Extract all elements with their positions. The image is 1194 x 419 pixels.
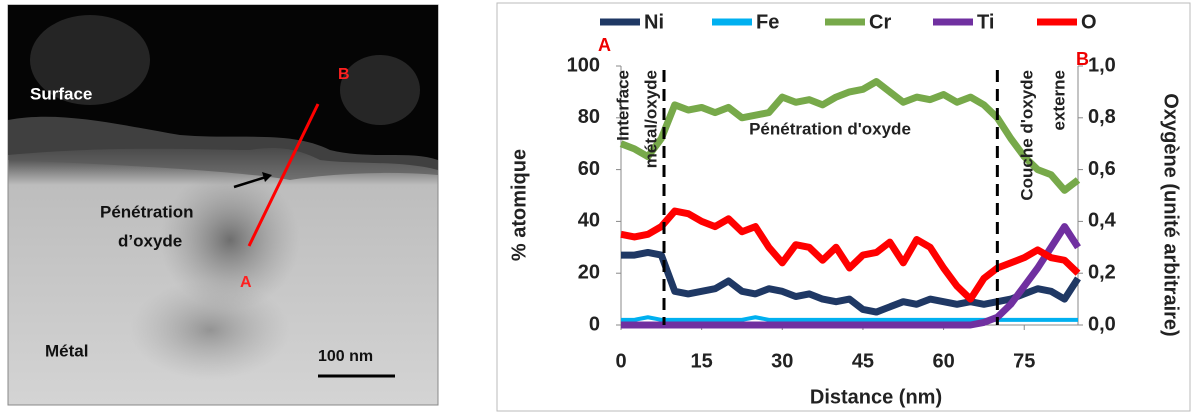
annotation: Pénétration d'oxyde (749, 119, 911, 138)
y-tick-label: 20 (578, 261, 600, 283)
series-line (621, 315, 1078, 322)
annotation: A (598, 35, 611, 55)
label-surface: Surface (30, 84, 92, 103)
chart-frame (496, 2, 1191, 412)
annotation: Couche d'oxyde (1017, 70, 1036, 201)
scale-label: 100 nm (318, 348, 373, 365)
x-tick-label: 75 (1013, 350, 1035, 372)
y-tick-label: 0 (589, 313, 600, 335)
x-tick-label: 60 (932, 350, 954, 372)
label-penetration: d’oxyde (118, 231, 182, 250)
y-tick-label: 100 (567, 54, 600, 76)
annotation: Interface (613, 70, 632, 141)
annotation: B (1076, 49, 1089, 69)
y2-tick-label: 0,2 (1088, 261, 1116, 283)
y-tick-label: 40 (578, 210, 600, 232)
y-tick-label: 60 (578, 158, 600, 180)
legend-label: Ti (977, 11, 994, 33)
label-b: B (338, 66, 350, 83)
x-tick-label: 45 (852, 350, 874, 372)
x-axis-title: Distance (nm) (810, 386, 942, 408)
series-line (619, 78, 1081, 194)
micrograph: Surface B Pénétration d’oxyde A Métal 10… (7, 4, 439, 406)
label-penetration: Pénétration (100, 202, 194, 221)
y2-tick-label: 0,6 (1088, 158, 1116, 180)
x-tick-label: 0 (615, 350, 626, 372)
legend-label: Ni (644, 11, 664, 33)
y-tick-label: 80 (578, 106, 600, 128)
y2-tick-label: 0,0 (1088, 313, 1116, 335)
y2-axis-title: Oxygène (unité arbitraire) (1160, 93, 1182, 336)
y2-tick-label: 0,4 (1088, 210, 1117, 232)
legend-label: Fe (756, 11, 779, 33)
y2-tick-label: 1,0 (1088, 54, 1116, 76)
x-tick-label: 15 (691, 350, 713, 372)
legend-label: Cr (869, 11, 891, 33)
legend-label: O (1081, 11, 1097, 33)
series-line (620, 207, 1081, 303)
series-line (621, 223, 1081, 329)
y-axis-title: % atomique (508, 149, 530, 261)
label-metal: Métal (45, 341, 88, 360)
annotation: externe (1049, 70, 1068, 130)
annotation: métal/oxyde (641, 70, 660, 168)
x-tick-label: 30 (771, 350, 793, 372)
chart: 0 20 40 60 80 100 0,0 0,2 0,4 0,6 0,8 1,0 0 15 30 45 60 7… (508, 11, 1181, 408)
label-a: A (240, 274, 252, 291)
series-line (621, 248, 1081, 316)
y2-tick-label: 0,8 (1088, 106, 1116, 128)
